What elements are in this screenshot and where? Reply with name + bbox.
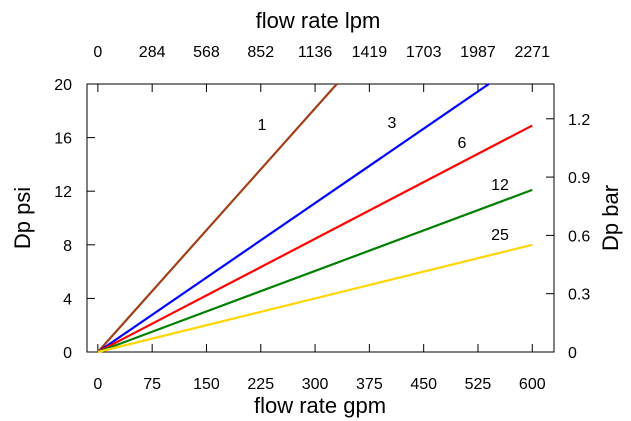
x-tick-label: 375 [356, 376, 383, 393]
top-tick-label: 1136 [298, 44, 333, 61]
series-label-6: 6 [458, 135, 467, 152]
series-label-25: 25 [491, 227, 509, 244]
right-tick-label: 0.6 [568, 228, 590, 245]
plot-frame [86, 83, 555, 353]
series-label-3: 3 [388, 115, 397, 132]
series-lines [97, 83, 533, 354]
x-tick-label: 0 [93, 376, 102, 393]
top-tick-label: 284 [139, 44, 166, 61]
right-tick-label: 0.9 [568, 170, 590, 187]
series-line-3 [97, 83, 490, 353]
top-tick-label: 568 [193, 44, 220, 61]
right-axis-ticks: 0 0.3 0.6 0.9 1.2 [546, 112, 590, 362]
y-tick-label: 4 [63, 291, 72, 308]
y-tick-label: 8 [63, 238, 72, 255]
y-axis-ticks: 0 4 8 12 16 20 [54, 77, 95, 362]
x-tick-label: 300 [302, 376, 329, 393]
y-tick-label: 0 [63, 345, 72, 362]
series-line-12 [97, 188, 533, 354]
top-tick-label: 0 [93, 44, 102, 61]
top-tick-label: 1703 [406, 44, 442, 61]
y-tick-label: 12 [54, 184, 72, 201]
top-axis-ticks: 0 284 568 852 1136 1419 1703 1987 2271 [93, 44, 550, 92]
series-line-6 [97, 124, 533, 353]
x-tick-label: 75 [143, 376, 161, 393]
top-tick-label: 852 [247, 44, 274, 61]
top-tick-label: 1987 [460, 44, 496, 61]
series-label-1: 1 [258, 117, 267, 134]
top-axis-title: flow rate lpm [256, 8, 381, 33]
x-tick-label: 150 [193, 376, 220, 393]
right-axis-title: Dp bar [598, 185, 623, 251]
x-tick-label: 600 [519, 376, 546, 393]
series-label-12: 12 [491, 177, 509, 194]
x-tick-label: 450 [410, 376, 437, 393]
x-tick-label: 525 [465, 376, 492, 393]
top-tick-label: 2271 [514, 44, 550, 61]
top-tick-label: 1419 [352, 44, 388, 61]
y-tick-label: 20 [54, 77, 72, 94]
right-tick-label: 1.2 [568, 112, 590, 129]
series-line-25 [97, 243, 533, 354]
x-tick-label: 225 [247, 376, 274, 393]
right-tick-label: 0.3 [568, 287, 590, 304]
series-labels: 1 3 6 12 25 [258, 115, 509, 244]
x-axis-ticks: 0 75 150 225 300 375 450 525 600 [93, 344, 546, 393]
series-line-1 [97, 83, 338, 353]
x-axis-title: flow rate gpm [254, 393, 386, 418]
y-axis-title: Dp psi [10, 187, 35, 249]
y-tick-label: 16 [54, 131, 72, 148]
right-tick-label: 0 [568, 345, 577, 362]
